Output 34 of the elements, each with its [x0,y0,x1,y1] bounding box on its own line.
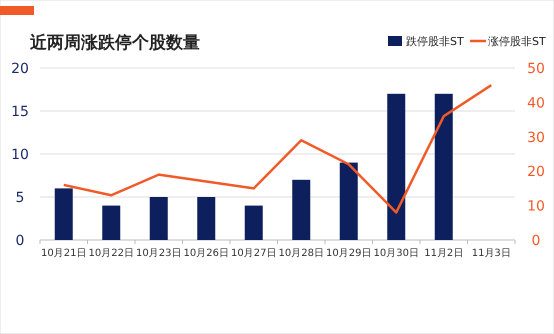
bar [244,206,263,240]
x-tick-label: 10月29日 [326,248,372,259]
bar [102,206,120,240]
y2-tick-label: 10 [527,198,545,215]
x-tick-label: 10月30日 [374,248,419,259]
y2-tick-label: 50 [527,61,545,77]
x-tick-label: 11月2日 [424,248,464,259]
bar [434,94,453,240]
x-tick-label: 10月26日 [184,248,229,259]
y-tick-label: 15 [11,104,29,120]
y2-tick-label: 40 [527,95,545,112]
x-tick-label: 10月27日 [231,248,276,259]
bar [150,197,168,240]
line-series [62,84,492,214]
legend-label: 涨停股非ST [488,35,546,48]
bar [340,162,358,240]
bar [292,180,310,240]
x-tick-label: 10月28日 [278,248,324,259]
bar [197,197,216,240]
x-tick-label: 11月3日 [472,248,511,259]
y2-tick-label: 20 [527,164,545,180]
bar [54,188,73,240]
x-tick-label: 10月23日 [136,248,182,259]
bar [387,94,406,240]
x-tick-label: 10月21日 [41,248,86,259]
chart-title: 近两周涨跌停个股数量 [29,33,200,53]
y-tick-label: 5 [16,190,24,206]
y2-tick-label: 30 [527,130,545,146]
legend-label: 跌停股非ST [406,35,464,48]
x-tick-label: 10月22日 [88,248,134,259]
y-tick-label: 10 [11,147,29,163]
y2-tick-label: 0 [532,233,540,249]
y-tick-label: 0 [16,233,24,249]
y-tick-label: 20 [11,61,29,77]
